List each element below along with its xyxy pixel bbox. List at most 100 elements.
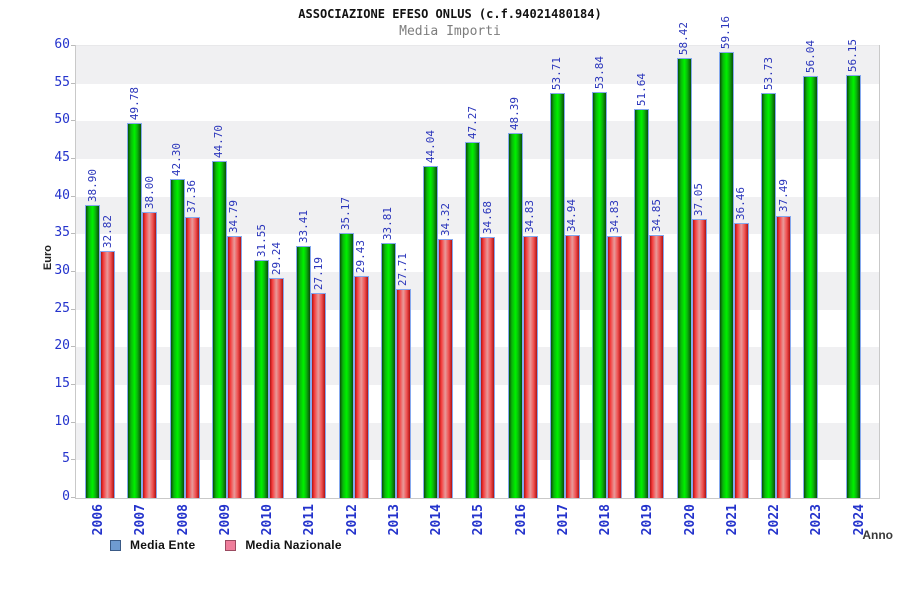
legend-swatch-icon (225, 539, 237, 551)
y-tick-mark (71, 195, 75, 197)
chart-title: ASSOCIAZIONE EFESO ONLUS (c.f.9402148018… (298, 7, 602, 21)
bar-value-label: 53.71 (550, 57, 564, 91)
bar-value-label: 32.82 (100, 214, 114, 248)
chart-subtitle: Media Importi (399, 24, 501, 39)
plot-area: 38.90 49.78 42.30 44.70 31.55 33.41 35.17 33.81… (75, 16, 880, 499)
y-tick-mark (71, 120, 75, 122)
legend: Media Ente Media Nazionale (110, 538, 342, 552)
x-year-label: 2023 (809, 504, 825, 536)
bar-value-label: 33.41 (296, 210, 310, 244)
bar-media-ente-2010 (254, 260, 270, 498)
bar-value-label: 42.30 (170, 143, 184, 177)
bar-media-ente-2012 (338, 233, 354, 498)
bar-value-label: 44.04 (423, 130, 437, 164)
bar-media-nazionale-2008 (184, 216, 200, 498)
legend-item-media-ente: Media Ente (110, 538, 195, 552)
x-year-label: 2011 (302, 504, 318, 536)
y-tick-mark (71, 421, 75, 423)
bar-media-ente-2011 (296, 246, 312, 498)
y-tick-mark (71, 308, 75, 310)
bar-value-label: 53.84 (592, 56, 606, 90)
bar-value-label: 38.90 (85, 168, 99, 202)
legend-item-media-nazionale: Media Nazionale (225, 538, 342, 552)
bar-media-ente-2009 (211, 161, 227, 498)
y-tick-mark (71, 158, 75, 159)
bar-value-label: 34.83 (607, 199, 621, 233)
legend-swatch-icon (110, 539, 121, 551)
x-year-label: 2012 (344, 504, 360, 536)
y-tick-mark (71, 82, 75, 84)
y-tick-label: 20 (54, 338, 70, 354)
y-tick-label: 25 (54, 300, 70, 316)
bar-media-nazionale-2010 (269, 277, 285, 498)
y-tick-mark (71, 233, 75, 235)
y-tick-label: 30 (54, 263, 70, 278)
bar-media-nazionale-2021 (733, 223, 749, 498)
x-axis-title: Anno (862, 528, 893, 542)
bar-value-label: 34.68 (480, 200, 494, 234)
x-year-label: 2006 (91, 504, 106, 536)
bar-value-label: 49.78 (127, 86, 141, 120)
bar-media-ente-2007 (127, 123, 143, 498)
bar-value-label: 27.19 (311, 257, 325, 291)
y-tick-label: 0 (62, 489, 70, 504)
x-year-label: 2008 (175, 504, 191, 536)
y-tick-mark (71, 346, 75, 348)
x-year-label: 2010 (260, 504, 276, 536)
y-tick-mark (71, 459, 75, 461)
bar-media-nazionale-2018 (607, 235, 623, 498)
grid-band (76, 45, 879, 84)
bar-value-label: 36.46 (734, 187, 748, 221)
y-tick-label: 55 (54, 74, 70, 90)
bar-value-label: 47.27 (465, 105, 479, 139)
grid-band (76, 82, 879, 122)
y-tick-mark (71, 384, 75, 385)
x-year-label: 2018 (598, 504, 614, 536)
bar-media-ente-2023 (803, 75, 819, 498)
bar-media-nazionale-2013 (395, 289, 411, 498)
bar-media-nazionale-2009 (226, 235, 242, 498)
y-tick-label: 5 (62, 451, 70, 467)
bar-value-label: 34.85 (649, 199, 663, 233)
bar-value-label: 44.70 (212, 125, 226, 159)
x-year-label: 2015 (471, 504, 487, 536)
bar-value-label: 38.00 (142, 175, 156, 209)
y-tick-label: 60 (54, 37, 70, 52)
bar-media-ente-2017 (549, 93, 565, 498)
bar-value-label: 37.49 (776, 179, 790, 213)
bar-media-ente-2015 (465, 141, 481, 498)
bar-media-ente-2020 (676, 57, 692, 498)
bar-value-label: 27.71 (396, 253, 410, 287)
bar-value-label: 58.42 (677, 21, 691, 55)
y-tick-mark (71, 497, 75, 498)
bar-value-label: 31.55 (254, 224, 268, 258)
bar-media-ente-2013 (380, 243, 396, 498)
x-year-label: 2007 (133, 504, 149, 536)
bar-media-ente-2019 (634, 108, 650, 498)
x-year-label: 2017 (555, 504, 571, 536)
bar-media-nazionale-2020 (691, 218, 707, 498)
bar-media-nazionale-2007 (142, 211, 158, 498)
bar-value-label: 34.94 (565, 198, 579, 232)
bar-value-label: 34.79 (227, 199, 241, 233)
bar-media-ente-2024 (845, 75, 861, 498)
bar-media-ente-2006 (85, 204, 100, 498)
bar-value-label: 56.04 (803, 39, 817, 73)
bar-media-nazionale-2012 (353, 276, 369, 498)
bar-media-nazionale-2017 (564, 234, 580, 498)
bar-value-label: 34.32 (438, 203, 452, 237)
x-year-label: 2022 (767, 504, 783, 536)
bar-media-ente-2018 (592, 92, 608, 498)
bar-value-label: 29.43 (354, 240, 368, 274)
bar-value-label: 37.05 (692, 182, 706, 216)
bar-value-label: 51.64 (634, 72, 648, 106)
x-year-label: 2016 (513, 504, 529, 536)
bar-media-ente-2022 (761, 93, 777, 498)
legend-label: Media Nazionale (245, 538, 342, 552)
bar-value-label: 34.83 (523, 199, 537, 233)
y-tick-label: 35 (54, 225, 70, 241)
y-tick-label: 10 (54, 413, 70, 429)
y-tick-label: 45 (54, 150, 70, 165)
bar-media-nazionale-2014 (438, 239, 454, 498)
